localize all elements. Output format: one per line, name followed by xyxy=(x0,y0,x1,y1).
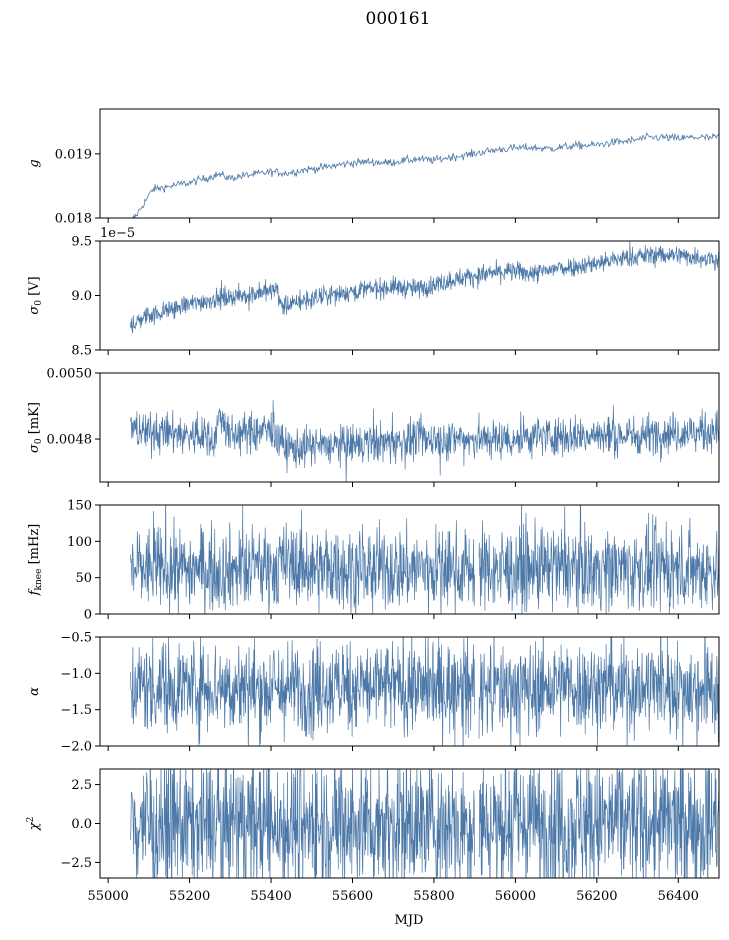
x-axis-label: MJD xyxy=(395,913,424,928)
y-tick-label: −2.5 xyxy=(60,856,92,871)
y-tick-label: 0.018 xyxy=(55,212,92,227)
series-line-3 xyxy=(130,400,719,482)
x-tick-label: 55200 xyxy=(169,889,210,904)
y-tick-label: −2.0 xyxy=(60,740,92,755)
series-line-2 xyxy=(130,241,719,334)
series-line-4 xyxy=(130,505,719,614)
axes-frame xyxy=(99,372,720,483)
panel-4: 0 50 100 150 fknee [mHz] xyxy=(27,499,720,623)
x-tick-label: 55600 xyxy=(332,889,373,904)
x-tick-label: 55800 xyxy=(413,889,454,904)
y-axis-label: g xyxy=(27,159,42,167)
axes-frame xyxy=(99,108,720,219)
y-axis-label: σ0 [mK] xyxy=(27,402,44,453)
y-tick-label: −1.0 xyxy=(60,667,92,682)
y-tick-label: 0.0050 xyxy=(47,367,93,382)
panel-2: 8.5 9.0 9.5 1e−5 σ0 [V] xyxy=(27,226,720,359)
series-line-6 xyxy=(130,769,719,878)
x-tick-label: 55400 xyxy=(250,889,291,904)
y-tick-label: −0.5 xyxy=(60,631,92,646)
x-tick-label: 56000 xyxy=(495,889,536,904)
y-axis-label: fknee [mHz] xyxy=(27,524,44,597)
y-tick-label: 150 xyxy=(67,499,92,514)
y-tick-label: 9.0 xyxy=(71,289,92,304)
panel-1: 0.018 0.019 g xyxy=(27,108,720,227)
series-line-5 xyxy=(130,637,719,746)
figure-title: 000161 xyxy=(366,9,431,29)
y-tick-label: 0 xyxy=(84,608,92,623)
axes-frame xyxy=(99,636,720,747)
panel-6: −2.5 0.0 2.5 55000 55200 55400 55600 55800 56000… xyxy=(26,768,720,904)
y-tick-label: 8.5 xyxy=(71,344,92,359)
y-tick-label: −1.5 xyxy=(60,703,92,718)
y-tick-label: 100 xyxy=(67,535,92,550)
panel-5: −2.0 −1.5 −1.0 −0.5 α xyxy=(27,631,720,755)
y-tick-label: 9.5 xyxy=(71,235,92,250)
y-tick-label: 0.0048 xyxy=(47,433,93,448)
y-tick-label: 50 xyxy=(75,571,92,586)
axes-frame xyxy=(99,504,720,615)
y-offset-label: 1e−5 xyxy=(100,226,135,241)
y-tick-label: 0.0 xyxy=(71,817,92,832)
x-tick-label: 56200 xyxy=(576,889,617,904)
y-tick-label: 0.019 xyxy=(55,147,92,162)
panel-3: 0.0048 0.0050 σ0 [mK] xyxy=(27,367,720,487)
x-tick-label: 55000 xyxy=(87,889,128,904)
y-tick-label: 2.5 xyxy=(71,778,92,793)
y-axis-label: χ2 xyxy=(26,817,42,832)
y-axis-label: σ0 [V] xyxy=(27,276,44,314)
y-axis-label: α xyxy=(27,687,42,696)
series-line-1 xyxy=(131,131,719,218)
x-tick-label: 56400 xyxy=(658,889,699,904)
